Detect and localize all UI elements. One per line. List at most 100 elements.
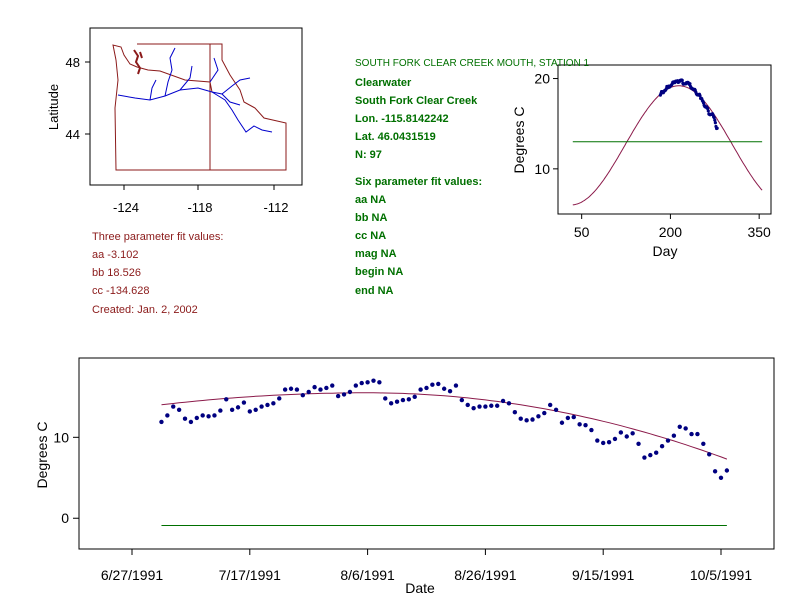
station-title: SOUTH FORK CLEAR CREEK MOUTH, STATION 1 xyxy=(355,58,590,69)
date-chart-point xyxy=(288,386,294,391)
three-param-bb: bb 18.526 xyxy=(92,267,141,279)
date-chart-point xyxy=(654,450,659,455)
date-chart-point xyxy=(182,416,188,421)
date-chart-point xyxy=(294,387,300,392)
day-chart-ytick-label: 10 xyxy=(534,161,550,177)
date-chart-point xyxy=(524,418,529,423)
day-chart-marks xyxy=(572,78,763,206)
station-lat: Lat. 46.0431519 xyxy=(355,131,436,143)
date-chart-point xyxy=(595,438,600,443)
six-param-cc: cc NA xyxy=(355,230,387,242)
date-chart-point xyxy=(388,401,394,406)
date-chart-point xyxy=(247,409,253,414)
date-chart-marks xyxy=(159,378,730,527)
date-chart-point xyxy=(324,385,329,391)
snake-river xyxy=(211,91,273,133)
date-chart-xtick-label: 6/27/1991 xyxy=(101,567,163,583)
map-ytick-44: 44 xyxy=(66,127,80,142)
day-chart-point xyxy=(688,82,692,86)
date-chart-point xyxy=(536,414,541,419)
date-chart-point xyxy=(659,444,665,449)
date-chart-point xyxy=(606,439,612,445)
date-chart-point xyxy=(353,383,359,388)
date-chart-point xyxy=(618,430,624,435)
date-chart-point xyxy=(406,397,412,402)
date-chart-point xyxy=(624,434,629,439)
day-chart-point xyxy=(698,94,702,98)
date-chart-point xyxy=(188,419,194,425)
date-chart-fit-curve xyxy=(161,392,728,460)
three-param-heading: Three parameter fit values: xyxy=(92,231,224,243)
day-chart-xtick-label: 200 xyxy=(659,224,683,240)
three-param-aa: aa -3.102 xyxy=(92,249,139,261)
date-chart-point xyxy=(494,403,500,408)
date-chart-point xyxy=(583,422,588,428)
date-chart-xtick-label: 8/26/1991 xyxy=(454,567,516,583)
date-chart-point xyxy=(477,404,482,409)
six-param-mag: mag NA xyxy=(355,248,397,260)
date-chart-point xyxy=(483,404,488,409)
date-chart-point xyxy=(589,427,594,433)
date-chart-point xyxy=(394,399,400,404)
date-chart-xtick-label: 9/15/1991 xyxy=(572,567,634,583)
date-chart-point xyxy=(235,405,241,410)
date-chart-point xyxy=(312,384,317,390)
map-ylabel: Latitude xyxy=(46,84,61,130)
map-xtick--112: -112 xyxy=(263,200,288,215)
date-chart-point xyxy=(630,431,635,436)
date-chart-point xyxy=(471,405,476,411)
date-chart-xlabel: Date xyxy=(405,580,435,596)
day-chart-xlabel: Day xyxy=(653,243,678,259)
date-chart-point xyxy=(612,436,618,442)
date-chart-point xyxy=(212,413,217,418)
date-chart-point xyxy=(383,396,388,401)
columbia-river xyxy=(117,87,241,106)
date-chart-point xyxy=(165,413,170,418)
date-chart-point xyxy=(253,407,258,412)
six-param-end: end NA xyxy=(355,285,394,297)
date-chart-point xyxy=(218,408,223,413)
date-chart-point xyxy=(489,403,494,408)
date-chart-point xyxy=(506,401,512,406)
date-chart-point xyxy=(341,392,347,397)
date-chart-point xyxy=(365,380,370,385)
date-chart-point xyxy=(553,407,559,412)
date-chart-point xyxy=(306,389,311,395)
date-chart-point xyxy=(194,415,199,421)
station-n: N: 97 xyxy=(355,149,382,161)
date-chart-point xyxy=(377,380,382,385)
day-chart-axes: 50 200 350 10 20 xyxy=(534,71,771,240)
date-chart-point xyxy=(559,420,565,425)
day-chart-frame xyxy=(557,64,772,215)
day-chart-point xyxy=(715,126,719,130)
date-chart-point xyxy=(418,387,423,392)
date-chart-point xyxy=(707,452,712,457)
map-frame xyxy=(89,27,303,186)
date-chart-ylabel: Degrees C xyxy=(34,422,50,489)
date-chart-point xyxy=(571,414,576,420)
day-chart-point xyxy=(706,109,710,113)
state-outline-idaho xyxy=(209,43,287,171)
day-chart: 50 200 350 10 20 Day Degrees C xyxy=(511,64,772,259)
date-chart-point xyxy=(465,402,470,408)
upper-columbia-river xyxy=(149,47,193,101)
station-lon: Lon. -115.8142242 xyxy=(355,113,449,125)
day-chart-point xyxy=(713,118,717,122)
date-chart-point xyxy=(518,416,523,421)
date-chart-point xyxy=(412,394,417,400)
date-chart-point xyxy=(318,387,323,392)
day-chart-point xyxy=(680,78,684,82)
three-param-cc: cc -134.628 xyxy=(92,285,150,297)
date-chart-point xyxy=(642,455,647,460)
map-ytick-48: 48 xyxy=(66,55,80,70)
date-chart-point xyxy=(171,404,176,409)
day-chart-ytick-label: 20 xyxy=(534,71,550,87)
date-chart-point xyxy=(241,400,247,405)
three-param-created: Created: Jan. 2, 2002 xyxy=(92,304,198,316)
six-param-heading: Six parameter fit values: xyxy=(355,176,483,188)
date-chart-point xyxy=(271,401,276,406)
date-chart-point xyxy=(600,440,606,446)
date-chart-xtick-label: 10/5/1991 xyxy=(690,567,752,583)
date-chart-point xyxy=(671,433,677,438)
date-chart-point xyxy=(359,380,364,386)
